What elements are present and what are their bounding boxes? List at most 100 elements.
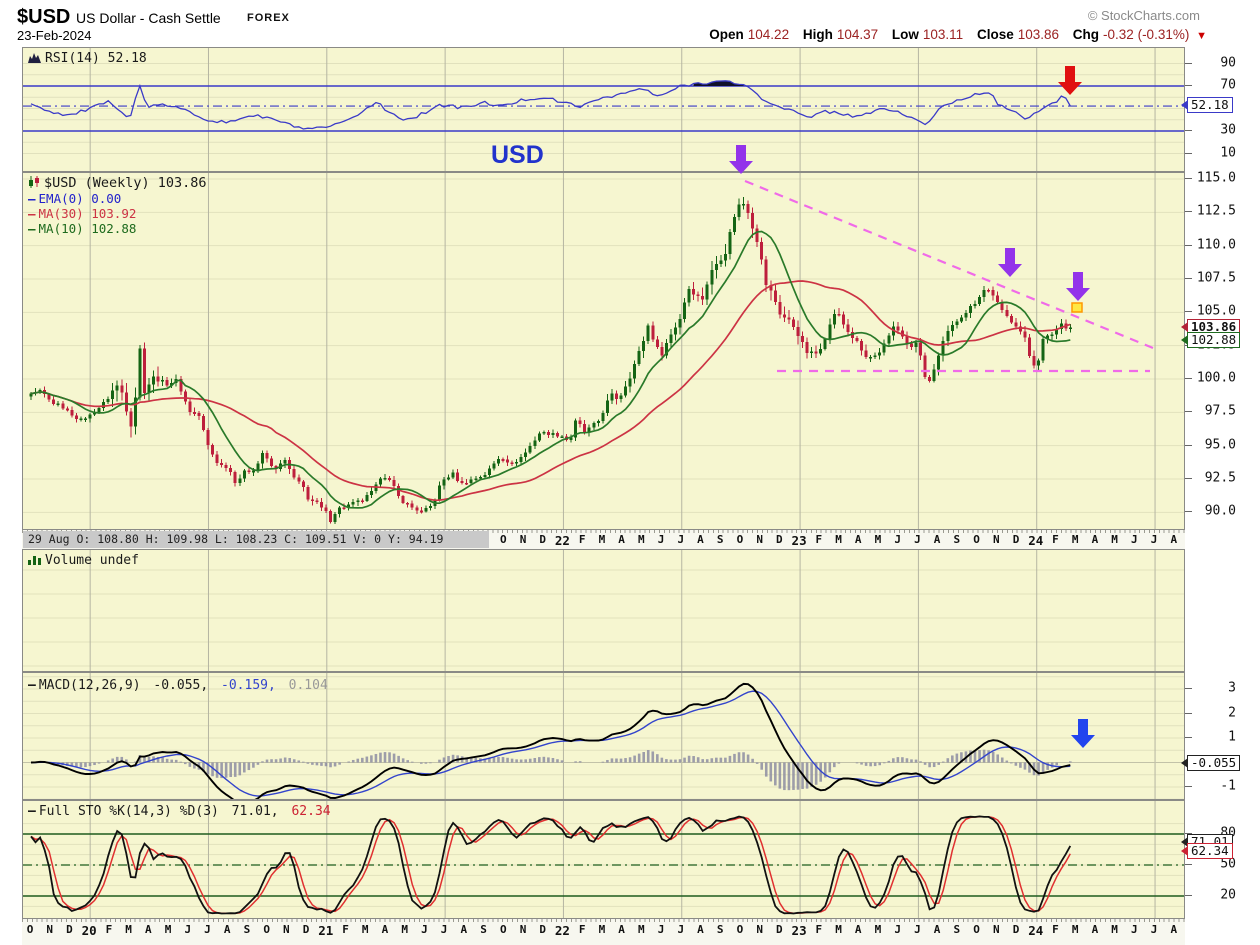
month-label: N xyxy=(283,923,290,936)
month-label: F xyxy=(1052,533,1059,546)
month-label: J xyxy=(204,923,211,936)
sto-k-value: 71.01, xyxy=(231,804,279,819)
area-chart-icon xyxy=(28,53,41,63)
macd-plot xyxy=(23,673,1184,799)
month-label: S xyxy=(716,923,724,936)
symbol: $USD xyxy=(17,6,71,28)
rsi-axis-label: 30 xyxy=(1220,122,1236,138)
sto-legend: — Full STO %K(14,3) %D(3) 71.01, 62.34 xyxy=(28,804,331,819)
month-label: S xyxy=(953,923,961,936)
month-label: M xyxy=(874,533,882,546)
month-label: D xyxy=(1012,533,1020,546)
month-label: F xyxy=(578,923,586,936)
price-axis-label: 110.0 xyxy=(1196,237,1236,253)
month-label: O xyxy=(973,923,980,936)
month-label: M xyxy=(401,923,408,936)
volume-bars-icon xyxy=(28,556,41,565)
month-label: M xyxy=(361,923,369,936)
month-label: F xyxy=(815,533,823,546)
price-axis-label: 107.5 xyxy=(1196,270,1236,286)
price-value-callout: 102.88 xyxy=(1181,331,1241,348)
month-label: A xyxy=(381,923,389,936)
macd-axis-label: 2 xyxy=(1228,705,1236,720)
vol-plot xyxy=(23,550,1184,671)
axis-tick xyxy=(1185,688,1192,689)
axis-tick xyxy=(1185,786,1192,787)
rsi-plot xyxy=(23,48,1184,171)
year-label: 24 xyxy=(1028,923,1044,938)
month-label: N xyxy=(756,533,763,546)
month-label: A xyxy=(854,923,862,936)
macd-axis-label: 1 xyxy=(1228,729,1236,745)
month-label: J xyxy=(677,533,685,546)
close-label: Close xyxy=(976,27,1014,42)
month-label: A xyxy=(223,923,231,936)
macd-hist-value: 0.104 xyxy=(288,678,328,693)
sto-axis-label: 50 xyxy=(1220,856,1236,872)
year-label: 22 xyxy=(554,533,570,548)
month-label: M xyxy=(598,533,606,546)
month-label: O xyxy=(973,533,980,546)
rsi-axis-label: 90 xyxy=(1220,55,1236,70)
month-label: N xyxy=(519,923,527,936)
price-legend: $USD (Weekly) 103.86 — EMA(0) 0.00 — MA(30… xyxy=(28,176,207,237)
price-axis-label: 97.5 xyxy=(1204,403,1236,419)
month-label: M xyxy=(164,923,172,936)
axis-tick xyxy=(1185,277,1192,279)
axis-tick xyxy=(1185,85,1192,86)
axis-tick xyxy=(1185,444,1192,446)
price-axis-label: 115.0 xyxy=(1196,170,1236,186)
month-label: A xyxy=(1091,923,1099,936)
volume-legend-text: Volume undef xyxy=(45,553,139,568)
macd-axis-label: -1 xyxy=(1220,778,1236,794)
price-axis-label: 95.0 xyxy=(1204,437,1236,453)
month-label: O xyxy=(736,923,744,936)
month-label: D xyxy=(1012,923,1020,936)
year-label: 21 xyxy=(318,923,334,938)
low-label: Low xyxy=(891,27,919,42)
month-label: M xyxy=(1071,923,1079,936)
month-label: D xyxy=(539,533,547,546)
macd-value: -0.055, xyxy=(153,678,209,693)
price-axis-label: 100.0 xyxy=(1196,370,1236,386)
usd-annotation-label: USD xyxy=(491,141,544,169)
macd-panel xyxy=(22,672,1185,800)
month-label: A xyxy=(697,923,704,936)
month-label: J xyxy=(440,923,448,936)
month-label: A xyxy=(854,533,862,546)
ma30-line-icon: — xyxy=(28,206,36,221)
month-label: F xyxy=(578,533,586,546)
open-label: Open xyxy=(709,27,744,42)
month-label: A xyxy=(460,923,468,936)
stochastic-panel xyxy=(22,800,1185,919)
month-label: J xyxy=(894,923,901,936)
year-label: 22 xyxy=(554,923,570,938)
axis-ticks xyxy=(22,530,1185,533)
month-label: M xyxy=(638,923,645,936)
month-label: J xyxy=(1131,923,1138,936)
month-label: M xyxy=(638,533,645,546)
month-label: A xyxy=(1170,923,1178,936)
month-label: S xyxy=(480,923,487,936)
axis-tick xyxy=(1185,511,1192,513)
month-label: N xyxy=(992,533,1000,546)
month-label: M xyxy=(1111,923,1118,936)
month-label: A xyxy=(697,533,704,546)
chg-value: -0.32 (-0.31%) xyxy=(1103,27,1190,42)
month-label: F xyxy=(105,923,113,936)
month-label: J xyxy=(184,923,192,936)
month-label: M xyxy=(874,923,882,936)
rsi-legend-text: RSI(14) 52.18 xyxy=(45,51,147,66)
rsi-axis-label: 10 xyxy=(1220,145,1236,160)
month-label: M xyxy=(1111,533,1118,546)
chg-label: Chg xyxy=(1072,27,1100,42)
ma10-legend: MA(10) 102.88 xyxy=(38,221,137,236)
rsi-axis-label: 70 xyxy=(1220,77,1236,93)
month-label: O xyxy=(26,923,34,936)
symbol-name: US Dollar - Cash Settle xyxy=(76,10,221,26)
sto-d-value: 62.34 xyxy=(291,804,331,819)
axis-tick xyxy=(1185,833,1192,834)
axis-ticks xyxy=(22,919,1185,922)
month-label: J xyxy=(894,533,901,546)
